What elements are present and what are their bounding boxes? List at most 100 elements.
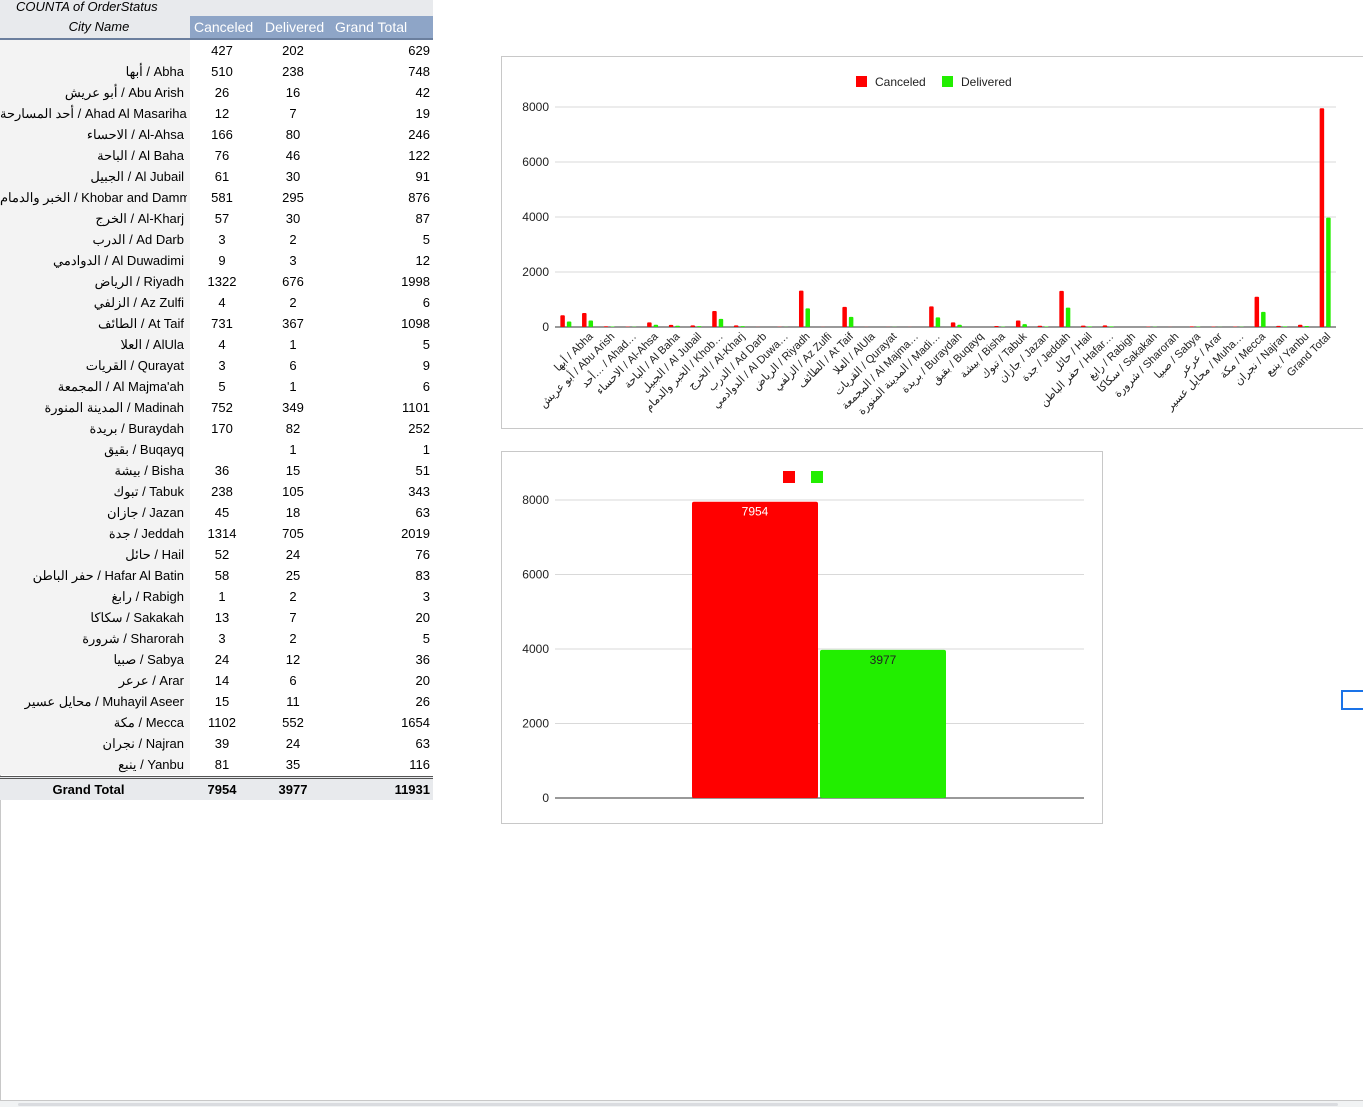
city-cell[interactable]: الزلفي / Az Zulfi — [0, 292, 187, 313]
city-cell[interactable]: بيشة / Bisha — [0, 460, 187, 481]
canceled-cell[interactable]: 45 — [190, 502, 254, 523]
city-cell[interactable]: المجمعة / Al Majma'ah — [0, 376, 187, 397]
total-cell[interactable]: 343 — [332, 481, 430, 502]
total-cell[interactable]: 1098 — [332, 313, 430, 334]
total-cell[interactable]: 83 — [332, 565, 430, 586]
delivered-cell[interactable]: 367 — [257, 313, 329, 334]
total-cell[interactable]: 6 — [332, 376, 430, 397]
canceled-cell[interactable]: 1322 — [190, 271, 254, 292]
cell-selection-box[interactable] — [1341, 690, 1363, 710]
canceled-cell[interactable]: 581 — [190, 187, 254, 208]
total-cell[interactable]: 1998 — [332, 271, 430, 292]
city-cell[interactable]: الخبر والدمام / Khobar and Dammam — [0, 187, 187, 208]
city-cell[interactable]: رابغ / Rabigh — [0, 586, 187, 607]
city-cell[interactable]: الرياض / Riyadh — [0, 271, 187, 292]
delivered-cell[interactable]: 82 — [257, 418, 329, 439]
total-cell[interactable]: 87 — [332, 208, 430, 229]
delivered-cell[interactable]: 7 — [257, 103, 329, 124]
table-row[interactable]: الخبر والدمام / Khobar and Dammam5812958… — [0, 187, 433, 208]
delivered-cell[interactable]: 676 — [257, 271, 329, 292]
delivered-cell[interactable]: 16 — [257, 82, 329, 103]
total-cell[interactable]: 6 — [332, 292, 430, 313]
canceled-cell[interactable]: 5 — [190, 376, 254, 397]
city-cell[interactable]: حفر الباطن / Hafar Al Batin — [0, 565, 187, 586]
canceled-cell[interactable]: 13 — [190, 607, 254, 628]
delivered-cell[interactable]: 6 — [257, 355, 329, 376]
city-cell[interactable]: أبو عريش / Abu Arish — [0, 82, 187, 103]
delivered-cell[interactable]: 12 — [257, 649, 329, 670]
canceled-cell[interactable]: 1314 — [190, 523, 254, 544]
grand-total-row[interactable]: Grand Total 7954 3977 11931 — [0, 776, 433, 800]
city-cell[interactable]: أبها / Abha — [0, 61, 187, 82]
delivered-cell[interactable]: 7 — [257, 607, 329, 628]
canceled-cell[interactable]: 36 — [190, 460, 254, 481]
city-name-header[interactable]: City Name — [0, 16, 190, 38]
city-cell[interactable]: شرورة / Sharorah — [0, 628, 187, 649]
canceled-cell[interactable]: 1 — [190, 586, 254, 607]
delivered-cell[interactable]: 35 — [257, 754, 329, 775]
city-cell[interactable]: حائل / Hail — [0, 544, 187, 565]
delivered-cell[interactable]: 30 — [257, 166, 329, 187]
delivered-cell[interactable]: 295 — [257, 187, 329, 208]
city-cell[interactable]: أحد المسارحة / Ahad Al Masarihah — [0, 103, 187, 124]
delivered-cell[interactable]: 3 — [257, 250, 329, 271]
delivered-cell[interactable]: 105 — [257, 481, 329, 502]
canceled-cell[interactable]: 61 — [190, 166, 254, 187]
total-cell[interactable]: 91 — [332, 166, 430, 187]
canceled-cell[interactable]: 1102 — [190, 712, 254, 733]
total-cell[interactable]: 2019 — [332, 523, 430, 544]
city-cell[interactable]: بريدة / Buraydah — [0, 418, 187, 439]
city-cell[interactable]: محايل عسير / Muhayil Aseer — [0, 691, 187, 712]
city-cell[interactable]: الطائف / At Taif — [0, 313, 187, 334]
canceled-cell[interactable]: 24 — [190, 649, 254, 670]
total-cell[interactable]: 5 — [332, 628, 430, 649]
canceled-header[interactable]: Canceled — [194, 16, 253, 38]
pivot-title-cell[interactable]: COUNTA of OrderStatus — [0, 0, 433, 16]
canceled-cell[interactable] — [190, 439, 254, 460]
grand-total-header[interactable]: Grand Total — [335, 16, 407, 38]
total-cell[interactable]: 1654 — [332, 712, 430, 733]
delivered-cell[interactable]: 15 — [257, 460, 329, 481]
total-cell[interactable]: 9 — [332, 355, 430, 376]
canceled-cell[interactable]: 58 — [190, 565, 254, 586]
city-cell[interactable]: المدينة المنورة / Madinah — [0, 397, 187, 418]
delivered-cell[interactable]: 1 — [257, 376, 329, 397]
total-cell[interactable]: 3 — [332, 586, 430, 607]
delivered-cell[interactable]: 238 — [257, 61, 329, 82]
canceled-cell[interactable]: 166 — [190, 124, 254, 145]
total-cell[interactable]: 748 — [332, 61, 430, 82]
city-cell[interactable]: الدوادمي / Al Duwadimi — [0, 250, 187, 271]
canceled-cell[interactable]: 81 — [190, 754, 254, 775]
delivered-cell[interactable]: 80 — [257, 124, 329, 145]
total-cell[interactable]: 1101 — [332, 397, 430, 418]
city-cell[interactable] — [0, 40, 187, 61]
delivered-cell[interactable]: 552 — [257, 712, 329, 733]
total-cell[interactable]: 76 — [332, 544, 430, 565]
total-cell[interactable]: 876 — [332, 187, 430, 208]
delivered-cell[interactable]: 705 — [257, 523, 329, 544]
delivered-cell[interactable]: 2 — [257, 292, 329, 313]
total-cell[interactable]: 20 — [332, 670, 430, 691]
canceled-cell[interactable]: 3 — [190, 229, 254, 250]
city-cell[interactable]: مكة / Mecca — [0, 712, 187, 733]
canceled-cell[interactable]: 12 — [190, 103, 254, 124]
